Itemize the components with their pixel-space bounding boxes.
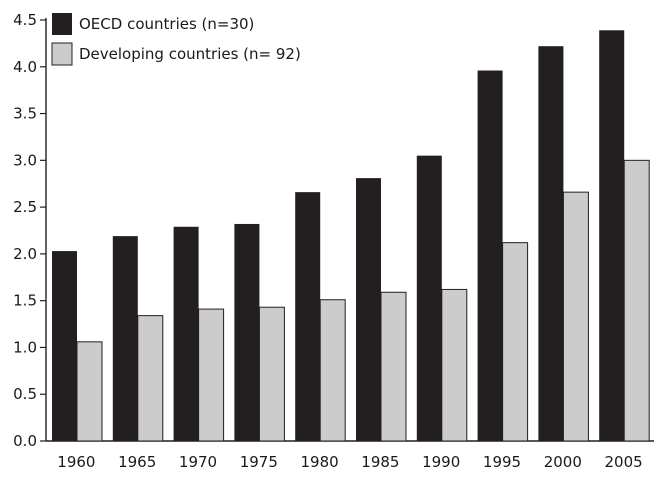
x-tick-label: 2000 (544, 453, 582, 471)
bar-oecd-1970 (173, 226, 199, 441)
bars (52, 30, 650, 442)
x-tick-label: 1980 (301, 453, 339, 471)
bar-developing-1995 (502, 242, 529, 442)
bar-oecd-1980 (295, 192, 321, 441)
legend-label-developing: Developing countries (n= 92) (79, 45, 301, 63)
bar-developing-2000 (562, 191, 589, 442)
y-axis: 0.0 0.5 1.0 1.5 2.0 2.5 3.0 3.5 4.0 4.5 (13, 11, 47, 450)
bar-oecd-1985 (356, 178, 381, 441)
bar-oecd-1960 (52, 251, 77, 441)
x-tick-label: 1985 (361, 453, 399, 471)
x-tick-label: 1975 (240, 453, 278, 471)
bar-developing-1985 (380, 291, 407, 442)
bar-developing-1960 (76, 341, 103, 442)
legend-swatch-oecd (52, 13, 72, 35)
x-tick-label: 1990 (422, 453, 460, 471)
y-tick-label: 1.0 (13, 338, 37, 356)
bar-oecd-1995 (477, 70, 503, 442)
bar-oecd-1990 (416, 155, 442, 441)
y-tick-label: 4.0 (13, 58, 37, 76)
y-tick-label: 2.0 (13, 245, 37, 263)
legend: OECD countries (n=30) Developing countrie… (51, 13, 301, 66)
bar-oecd-1975 (234, 223, 260, 441)
x-axis: 1960 1965 1970 1975 1980 1985 1990 1995 2000 2005 (46, 440, 654, 471)
bar-developing-2005 (623, 159, 650, 442)
bar-oecd-2005 (599, 30, 625, 442)
legend-label-oecd: OECD countries (n=30) (79, 15, 254, 33)
bar-oecd-2000 (538, 46, 564, 441)
x-tick-label: 2005 (605, 453, 643, 471)
x-tick-label: 1965 (118, 453, 156, 471)
legend-swatch-developing (51, 42, 73, 66)
y-tick-label: 0.5 (13, 385, 37, 403)
x-tick-label: 1995 (483, 453, 521, 471)
x-tick-label: 1960 (57, 453, 95, 471)
bar-developing-1980 (319, 299, 346, 442)
bar-oecd-1965 (112, 236, 138, 441)
y-tick-label: 4.5 (13, 11, 37, 29)
y-tick-label: 1.5 (13, 292, 37, 310)
bar-developing-1975 (258, 306, 285, 442)
bar-developing-1965 (137, 315, 164, 442)
y-tick-label: 3.5 (13, 105, 37, 123)
bar-developing-1990 (441, 288, 468, 442)
x-tick-label: 1970 (179, 453, 217, 471)
y-tick-label: 3.0 (13, 151, 37, 169)
bar-developing-1970 (198, 308, 225, 442)
y-tick-label: 0.0 (13, 432, 37, 450)
y-tick-label: 2.5 (13, 198, 37, 216)
